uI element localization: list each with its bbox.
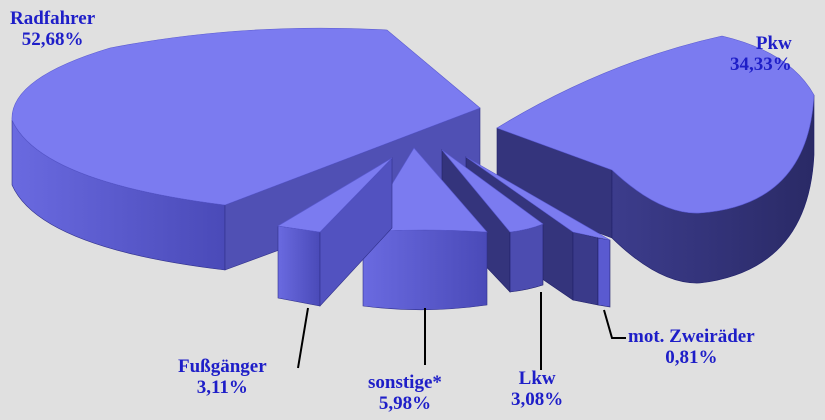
slice-mot-zweiraeder-side bbox=[572, 231, 599, 306]
label-lkw-name: Lkw bbox=[518, 368, 556, 389]
slice-mot-zweiraeder-top bbox=[465, 156, 611, 241]
slice-sonstige-side bbox=[362, 229, 488, 311]
leader-line-mot-zweiraeder bbox=[603, 309, 626, 339]
slice-radfahrer-top bbox=[11, 27, 481, 206]
label-fussgaenger-value: 3,11% bbox=[196, 377, 248, 398]
slice-fussgaenger-front bbox=[277, 225, 321, 307]
label-pkw-name: Pkw bbox=[755, 33, 792, 54]
label-sonstige: sonstige* 5,98% bbox=[368, 372, 442, 414]
label-sonstige-value: 5,98% bbox=[378, 393, 432, 414]
slice-lkw-side bbox=[509, 223, 544, 293]
slice-pkw-top bbox=[496, 35, 815, 214]
slice-pkw bbox=[496, 35, 815, 284]
slice-mot-zweiraeder-front bbox=[597, 237, 611, 308]
label-lkw-value: 3,08% bbox=[511, 389, 564, 410]
slice-fussgaenger-top bbox=[277, 157, 393, 233]
label-radfahrer-name: Radfahrer bbox=[10, 8, 96, 29]
label-mot-zweiraeder-value: 0,81% bbox=[665, 347, 718, 368]
leader-line-fussgaenger bbox=[297, 307, 309, 369]
label-sonstige-name: sonstige* bbox=[368, 372, 442, 393]
label-radfahrer-value: 52,68% bbox=[21, 29, 84, 50]
label-pkw: Pkw 34,33% bbox=[730, 33, 792, 75]
slice-fussgaenger bbox=[277, 157, 393, 307]
label-fussgaenger-name: Fußgänger bbox=[178, 356, 267, 377]
label-lkw: Lkw 3,08% bbox=[511, 368, 563, 410]
label-mot-zweiraeder-name: mot. Zweiräder bbox=[628, 326, 755, 347]
label-radfahrer: Radfahrer 52,68% bbox=[10, 8, 95, 50]
slice-lkw-top bbox=[441, 149, 544, 233]
label-fussgaenger: Fußgänger 3,11% bbox=[178, 356, 267, 398]
label-mot-zweiraeder: mot. Zweiräder 0,81% bbox=[628, 326, 755, 368]
label-pkw-value: 34,33% bbox=[730, 54, 792, 75]
slice-sonstige bbox=[362, 147, 488, 311]
